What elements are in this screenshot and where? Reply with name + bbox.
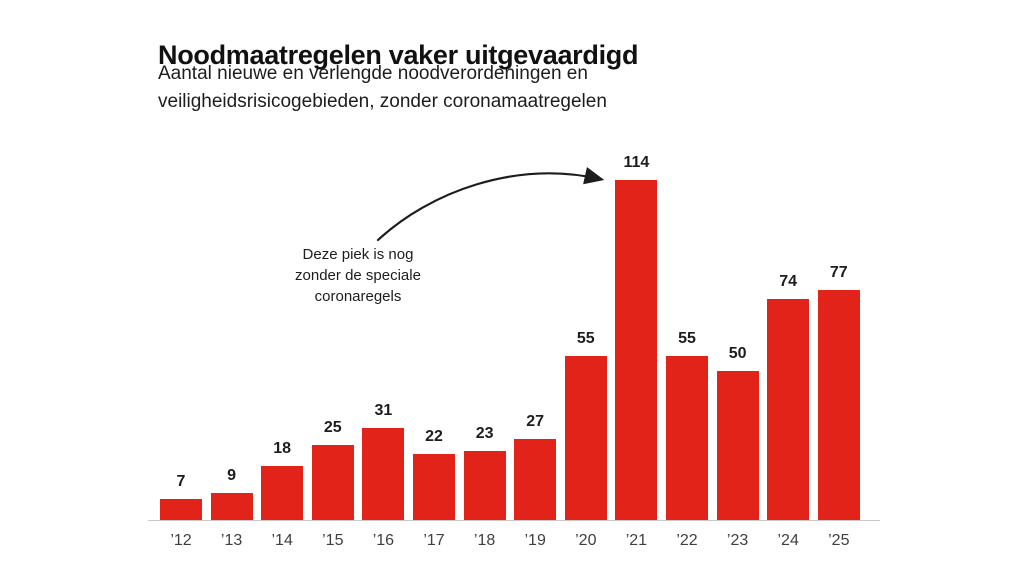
peak-annotation: Deze piek is nog zonder de speciale coro… [295, 246, 421, 305]
x-tick-label: ’25 [828, 532, 850, 549]
bar-value-label: 23 [475, 425, 494, 443]
x-tick-label: ’21 [625, 532, 648, 549]
bar [311, 445, 354, 520]
x-tick-label: ’18 [473, 532, 496, 549]
bar-value-label: 27 [526, 413, 545, 431]
bar-value-label: 31 [374, 401, 393, 419]
bar [362, 427, 405, 520]
bar [666, 355, 708, 520]
bar-value-label: 74 [779, 273, 798, 291]
bar-value-label: 25 [323, 419, 342, 437]
x-tick-label: ’12 [170, 532, 192, 549]
x-tick-label: ’24 [777, 532, 799, 549]
bar [767, 299, 810, 520]
bar-value-label: 55 [678, 329, 696, 347]
x-tick-label: ’17 [423, 532, 445, 549]
bar-value-label: 77 [829, 264, 848, 282]
x-tick-label: ’22 [676, 532, 698, 549]
chart-title: Noodmaatregelen vaker uitgevaardigd [158, 40, 639, 71]
bar-value-label: 9 [227, 467, 237, 485]
bar [564, 355, 607, 520]
x-tick-label: ’16 [372, 532, 395, 549]
bar [716, 370, 759, 520]
x-tick-label: ’15 [322, 532, 344, 549]
bar-value-label: 114 [623, 154, 650, 171]
bar [160, 499, 202, 520]
bar [463, 451, 506, 520]
chart-subtitle: Aantal nieuwe en verlengde noodverordeni… [158, 63, 607, 112]
bar [210, 493, 253, 520]
bar-value-label: 50 [728, 344, 747, 362]
bar [413, 454, 455, 520]
x-tick-label: ’14 [271, 532, 293, 549]
bar-value-label: 18 [273, 440, 292, 458]
bar-value-label: 55 [576, 329, 595, 347]
x-tick-label: ’13 [220, 532, 243, 549]
bar [615, 180, 658, 520]
bar [514, 439, 557, 520]
bar-value-label: 7 [176, 473, 186, 491]
x-tick-label: ’20 [575, 532, 597, 549]
bar [261, 466, 304, 520]
x-axis-line [148, 520, 880, 521]
x-tick-label: ’19 [524, 532, 546, 549]
bar [817, 290, 860, 520]
bar-value-label: 22 [425, 428, 443, 446]
x-tick-label: ’23 [726, 532, 749, 549]
